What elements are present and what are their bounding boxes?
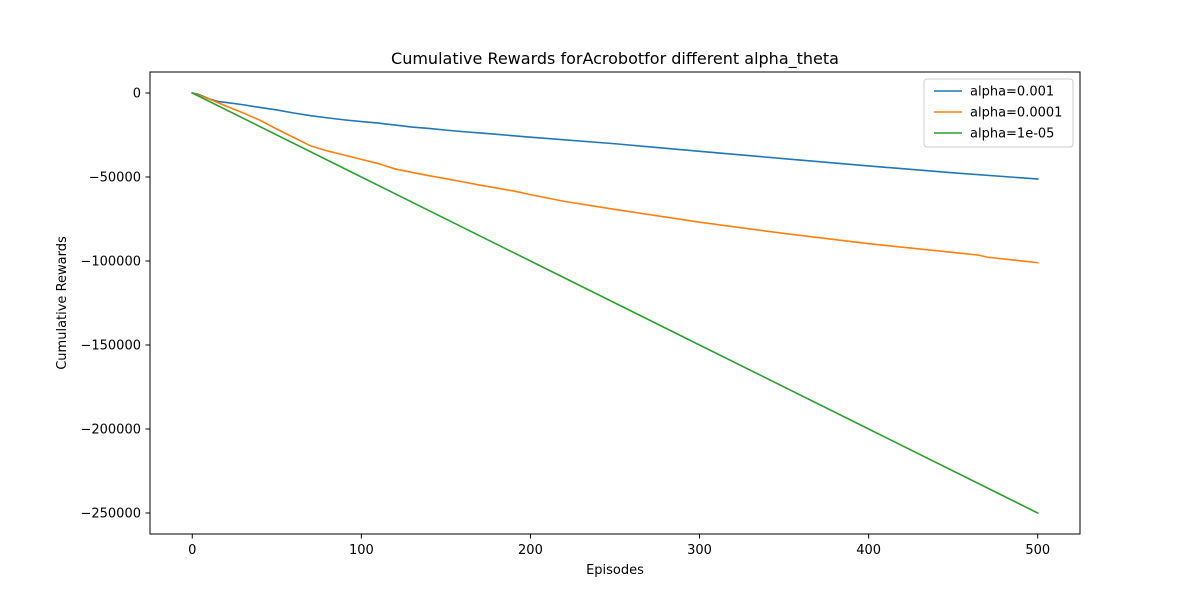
y-tick-label: −200000 [80,423,141,438]
y-tick-label: 0 [133,87,141,102]
x-axis: 0 100 200 300 400 500 [188,534,1050,558]
legend-label-1: alpha=0.0001 [970,106,1062,121]
y-axis-label: Cumulative Rewards [55,236,70,370]
x-tick-label: 100 [349,543,374,558]
y-tick-label: −50000 [89,171,141,186]
x-tick-label: 200 [518,543,543,558]
x-tick-label: 300 [687,543,712,558]
series-line-1 [191,91,1039,264]
plot-area [149,71,1081,535]
y-tick-label: −100000 [80,255,141,270]
y-axis: 0 −50000 −100000 −150000 −200000 −250000 [80,87,150,522]
plot-frame [149,71,1081,535]
legend: alpha=0.001 alpha=0.0001 alpha=1e-05 [923,78,1074,148]
y-tick-label: −250000 [80,507,141,522]
x-axis-label: Episodes [586,563,644,578]
legend-label-2: alpha=1e-05 [970,127,1054,142]
legend-label-0: alpha=0.001 [970,85,1054,100]
y-tick-label: −150000 [80,339,141,354]
x-tick-label: 500 [1025,543,1050,558]
series-lines [191,91,1039,515]
series-line-2 [191,91,1039,515]
series-line-0 [191,92,1039,180]
x-tick-label: 0 [188,543,196,558]
legend-box [923,78,1074,148]
chart-title: Cumulative Rewards forAcrobotfor differe… [391,49,839,69]
x-tick-label: 400 [856,543,881,558]
